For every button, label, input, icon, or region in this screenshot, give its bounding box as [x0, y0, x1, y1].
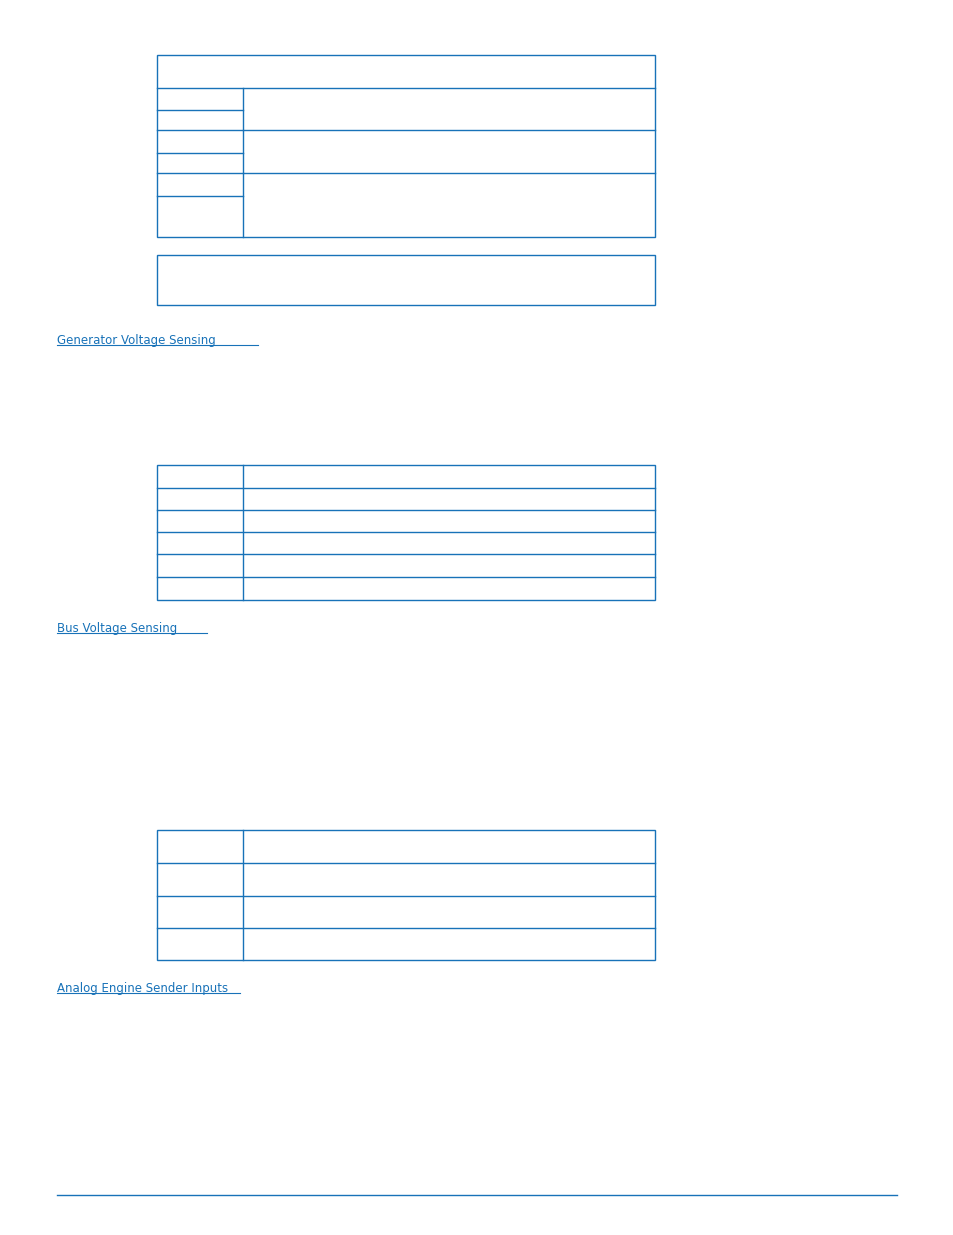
- Bar: [157, 56, 655, 237]
- Bar: [157, 254, 655, 305]
- Bar: [157, 830, 655, 960]
- Bar: [157, 466, 655, 600]
- Text: Bus Voltage Sensing: Bus Voltage Sensing: [57, 622, 177, 635]
- Text: Analog Engine Sender Inputs: Analog Engine Sender Inputs: [57, 982, 228, 995]
- Text: Generator Voltage Sensing: Generator Voltage Sensing: [57, 333, 215, 347]
